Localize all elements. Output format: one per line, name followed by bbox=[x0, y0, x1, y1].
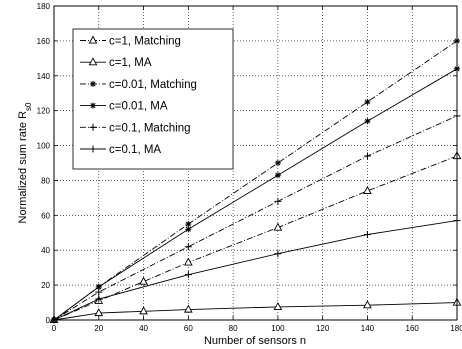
y-tick-label: 40 bbox=[41, 246, 50, 255]
plus-marker bbox=[274, 197, 282, 205]
x-tick-label: 80 bbox=[229, 324, 238, 333]
y-tick-label: 180 bbox=[37, 2, 51, 11]
legend-item: c=0.01, Matching bbox=[80, 79, 197, 91]
y-tick-label: 60 bbox=[41, 211, 50, 220]
x-tick-label: 140 bbox=[361, 324, 375, 333]
triangle-marker bbox=[88, 35, 98, 44]
plus-marker bbox=[363, 152, 371, 160]
y-axis-label: Normalized sum rate Rs0 bbox=[17, 102, 33, 223]
star-marker bbox=[185, 226, 192, 233]
legend-label: c=1, Matching bbox=[109, 36, 181, 48]
plot-border bbox=[53, 5, 458, 321]
x-tick-label: 160 bbox=[406, 324, 420, 333]
triangle-marker bbox=[88, 57, 98, 66]
x-axis-label: Number of sensors n bbox=[204, 335, 306, 347]
x-tick-label: 40 bbox=[139, 324, 148, 333]
y-tick-labels: 0 20 40 60 80 100 120 140 160 180 bbox=[37, 2, 51, 325]
triangle-marker bbox=[273, 301, 283, 310]
star-marker bbox=[90, 80, 96, 87]
plus-marker bbox=[363, 231, 371, 239]
plus-marker bbox=[274, 250, 282, 258]
legend-label: c=0.01, Matching bbox=[109, 79, 197, 91]
star-marker bbox=[364, 118, 371, 125]
legend-label: c=0.01, MA bbox=[109, 101, 168, 113]
y-tick-label: 140 bbox=[37, 72, 51, 81]
x-tick-label: 20 bbox=[94, 324, 103, 333]
legend-item: c=1, MA bbox=[80, 57, 152, 69]
star-marker bbox=[185, 221, 192, 228]
y-tick-label: 120 bbox=[37, 107, 51, 116]
x-tick-label: 120 bbox=[316, 324, 330, 333]
plus-marker bbox=[184, 243, 192, 251]
series-line bbox=[53, 115, 458, 321]
y-tick-label: 100 bbox=[37, 142, 51, 151]
legend: c=1, Matching c=1, MA c=0.01, Matching c=0.… bbox=[72, 28, 234, 170]
triangle-marker bbox=[139, 276, 148, 285]
legend-box bbox=[72, 28, 234, 170]
legend-item: c=0.1, MA bbox=[80, 144, 161, 156]
legend-label: c=0.1, MA bbox=[109, 144, 161, 156]
star-marker bbox=[274, 160, 281, 166]
legend-item: c=1, Matching bbox=[80, 36, 181, 48]
plus-marker bbox=[184, 271, 192, 279]
x-tick-label: 100 bbox=[271, 324, 285, 333]
legend-label: c=1, MA bbox=[109, 57, 152, 69]
x-tick-label: 180 bbox=[450, 324, 462, 333]
legend-item: c=0.01, MA bbox=[80, 101, 168, 113]
star-marker bbox=[274, 172, 281, 179]
y-tick-label: 80 bbox=[41, 176, 50, 185]
x-tick-labels: 0 20 40 60 80 100 120 140 160 180 bbox=[52, 324, 462, 333]
triangle-marker bbox=[363, 185, 372, 194]
series-line bbox=[53, 220, 458, 321]
triangle-marker bbox=[139, 306, 148, 315]
triangle-marker bbox=[183, 257, 193, 266]
series-line bbox=[53, 68, 458, 321]
y-tick-label: 160 bbox=[37, 37, 51, 46]
series-2 bbox=[49, 297, 462, 324]
legend-label: c=0.1, Matching bbox=[109, 122, 191, 134]
plus-marker bbox=[95, 295, 103, 303]
star-marker bbox=[90, 102, 96, 109]
x-tick-label: 60 bbox=[184, 324, 193, 333]
y-tick-label: 20 bbox=[41, 281, 50, 290]
triangle-marker bbox=[363, 300, 372, 309]
legend-item: c=0.1, Matching bbox=[80, 122, 191, 134]
plus-marker bbox=[89, 145, 97, 153]
triangle-marker bbox=[94, 308, 104, 317]
y-axis-label-main: Normalized sum rate R bbox=[17, 111, 29, 224]
plus-marker bbox=[95, 288, 103, 296]
triangle-marker bbox=[273, 222, 283, 231]
plus-marker bbox=[89, 123, 97, 131]
y-tick-label: 0 bbox=[46, 316, 51, 325]
x-tick-label: 0 bbox=[52, 324, 57, 333]
star-marker bbox=[364, 98, 371, 105]
y-axis-label-subscript: s0 bbox=[24, 102, 33, 111]
triangle-marker bbox=[183, 304, 193, 313]
